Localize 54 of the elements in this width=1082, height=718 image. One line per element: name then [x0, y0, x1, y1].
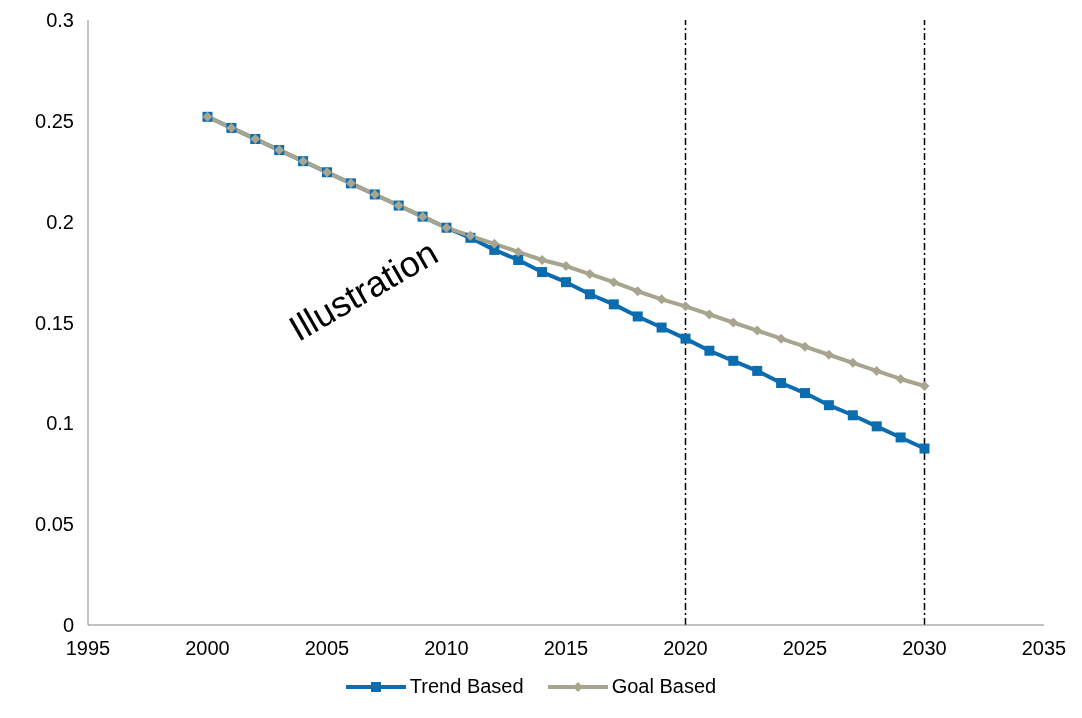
x-tick-label: 2015	[543, 637, 589, 660]
x-tick-label: 1995	[65, 637, 111, 660]
point	[632, 286, 643, 297]
point	[871, 421, 882, 432]
x-tick-label: 2005	[304, 637, 350, 660]
point	[680, 333, 691, 344]
x-tick-label: 2000	[185, 637, 230, 660]
point	[584, 269, 595, 280]
point	[656, 322, 667, 333]
x-tick-label: 2035	[1021, 637, 1067, 660]
point	[513, 246, 524, 257]
point	[513, 254, 524, 265]
x-tick-label: 2030	[902, 637, 947, 660]
point	[800, 388, 810, 399]
point	[823, 400, 834, 411]
point	[895, 373, 906, 384]
point	[847, 410, 858, 421]
point	[752, 325, 763, 336]
x-tick-label: 2025	[782, 637, 828, 660]
point	[776, 333, 787, 344]
point	[608, 277, 619, 288]
point	[800, 341, 810, 352]
legend-label: Trend Based	[409, 675, 524, 698]
point	[752, 365, 763, 376]
point	[895, 432, 906, 443]
y-tick-label: 0.05	[35, 513, 74, 536]
point	[632, 311, 643, 322]
point	[919, 381, 930, 392]
point	[584, 289, 595, 300]
y-tick-label: 0.2	[46, 210, 74, 233]
x-tick-label: 2020	[663, 637, 708, 660]
point	[728, 317, 739, 328]
point	[847, 357, 858, 368]
point	[823, 349, 834, 360]
y-tick-label: 0.15	[35, 311, 74, 334]
point	[704, 309, 715, 320]
point	[561, 277, 571, 288]
x-tick-label: 2010	[424, 637, 469, 660]
point	[776, 378, 787, 388]
point	[704, 345, 715, 356]
point	[608, 299, 619, 310]
y-tick-label: 0.3	[46, 9, 74, 32]
point	[656, 294, 667, 305]
point	[489, 238, 500, 249]
point	[871, 365, 882, 376]
point	[561, 261, 571, 272]
point	[680, 301, 691, 312]
legend-label: Goal Based	[611, 675, 717, 698]
point	[728, 355, 739, 366]
y-tick-label: 0.1	[46, 412, 74, 435]
y-tick-label: 0.25	[35, 109, 74, 132]
point	[919, 443, 930, 454]
y-tick-label: 0	[62, 614, 74, 637]
point	[537, 267, 548, 278]
